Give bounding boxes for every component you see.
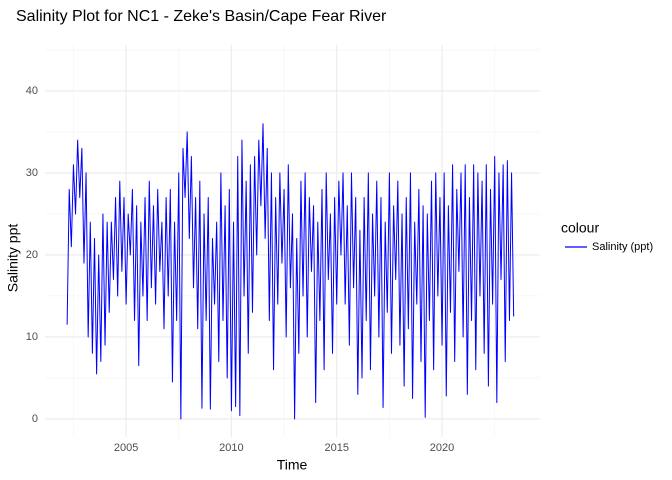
y-tick-label: 30 (26, 167, 38, 179)
y-tick-label: 20 (26, 249, 38, 261)
chart-title: Salinity Plot for NC1 - Zeke's Basin/Cap… (16, 8, 387, 25)
x-tick-label: 2005 (114, 442, 138, 454)
x-tick-label: 2020 (430, 442, 454, 454)
x-tick-label: 2010 (219, 442, 243, 454)
y-axis-label: Salinity ppt (5, 224, 21, 293)
legend-label: Salinity (ppt) (592, 241, 653, 253)
x-tick-label: 2015 (324, 442, 348, 454)
legend-title: colour (561, 220, 599, 236)
plot-layer: 0 10 20 30 40 2005 2010 2015 2020 Salinity (ppt) (26, 85, 653, 454)
y-tick-label: 40 (26, 85, 38, 97)
x-axis-label: Time (277, 457, 308, 473)
y-tick-label: 0 (32, 413, 38, 425)
y-tick-label: 10 (26, 331, 38, 343)
series-line (66, 123, 515, 420)
